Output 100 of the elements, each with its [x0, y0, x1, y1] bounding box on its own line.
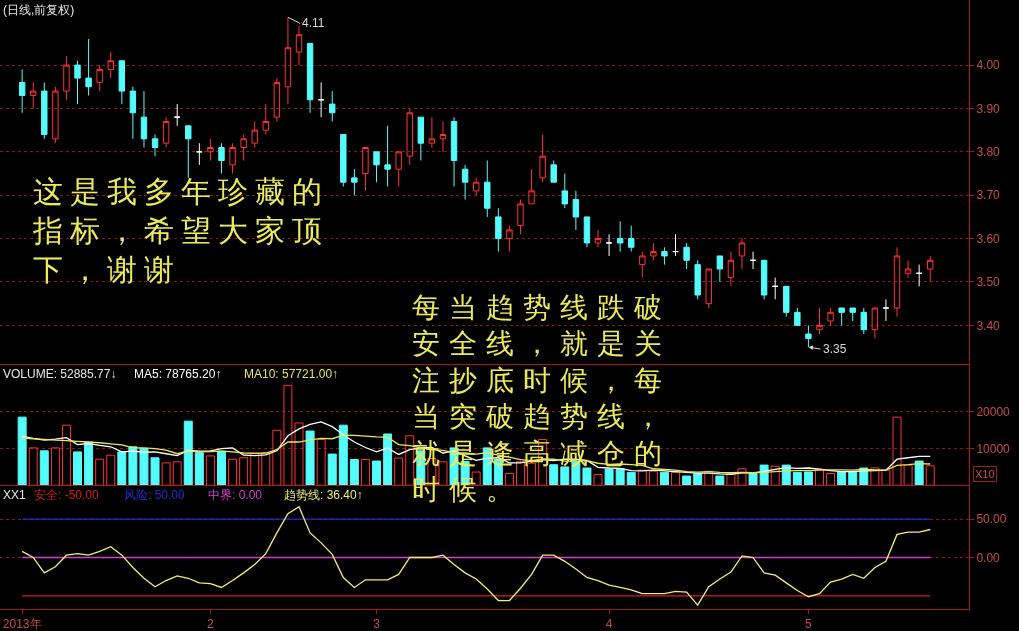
candlestick [229, 142, 236, 175]
candlestick [760, 259, 768, 300]
candlestick [129, 86, 137, 140]
text: MA10: 57721.00↑ [244, 367, 339, 381]
candlestick [727, 251, 735, 287]
bar [172, 461, 182, 486]
candlestick [550, 160, 557, 183]
y-tick-label: 20000 [976, 405, 1011, 420]
candlestick [572, 190, 580, 231]
candlestick [85, 38, 92, 96]
candlestick [860, 307, 868, 335]
candlestick [927, 255, 934, 283]
candlestick [616, 220, 624, 253]
candlestick [805, 324, 812, 348]
bar [504, 473, 514, 486]
x-tick-label: 3 [373, 617, 381, 631]
candlestick [528, 168, 535, 205]
bar [615, 468, 625, 486]
bar [360, 459, 370, 486]
candlestick [484, 160, 491, 218]
bar [183, 420, 193, 486]
y-tick-label: 50.00 [976, 512, 1007, 527]
bar [803, 471, 813, 486]
candlestick [340, 133, 347, 188]
bar [305, 430, 315, 486]
bar [815, 468, 824, 486]
candlestick [362, 147, 369, 192]
bar [826, 473, 836, 486]
candlestick [904, 259, 912, 279]
candlestick [827, 307, 834, 326]
candlestick [351, 168, 358, 196]
bar [39, 450, 49, 486]
bar [239, 457, 249, 486]
bar [217, 450, 226, 486]
candlestick [41, 81, 48, 140]
candlestick [162, 116, 170, 148]
bar [394, 457, 404, 486]
x-tick-label: 4 [605, 617, 613, 631]
candlestick [816, 307, 823, 335]
y-tick-label: 10000 [976, 441, 1011, 456]
candlestick [96, 64, 103, 92]
candlestick [417, 116, 425, 162]
candlestick [185, 125, 192, 179]
chart-title: VOLUME: 52885.77↓ [3, 367, 117, 381]
candlestick [173, 103, 181, 127]
candlestick [118, 60, 126, 105]
candlestick [517, 199, 524, 235]
y-tick-label: 3.50 [976, 275, 1001, 290]
bar [648, 470, 658, 486]
y-tick-label: 4.00 [976, 58, 1001, 73]
candlestick [384, 125, 391, 188]
bar [194, 452, 204, 486]
bar [73, 451, 83, 486]
bar [659, 471, 669, 486]
candlestick [151, 133, 159, 157]
candlestick [838, 307, 845, 326]
bar [261, 452, 271, 486]
bar [626, 471, 636, 486]
x-tick-label: 5 [805, 617, 813, 631]
bar [837, 471, 847, 486]
y-tick-label: 0.00 [976, 550, 1001, 565]
bar [682, 475, 692, 486]
bar [272, 429, 282, 486]
candlestick [628, 225, 635, 253]
bar [560, 466, 570, 486]
candlestick [63, 55, 70, 101]
candlestick [683, 242, 690, 270]
bar [316, 438, 326, 486]
bar [848, 471, 858, 486]
y-tick-label: 3.60 [976, 231, 1001, 246]
candlestick [306, 42, 314, 114]
bar [383, 433, 393, 486]
text: X10 [975, 468, 995, 480]
candlestick [495, 207, 502, 253]
bar [770, 465, 780, 486]
candlestick [539, 133, 546, 183]
candlestick [783, 285, 790, 318]
x-tick-label: 2 [207, 617, 215, 631]
candlestick [794, 307, 801, 326]
series-label: 风险: 50.00 [124, 488, 186, 502]
chart-title: (日线,前复权) [3, 3, 75, 17]
candlestick [871, 307, 879, 339]
bar [117, 451, 127, 486]
text: 中界: 0.00 [208, 488, 263, 502]
bar [715, 475, 725, 486]
text: MA5: 78765.20↑ [134, 367, 222, 381]
bar [693, 473, 703, 486]
bar [84, 441, 94, 486]
bar [95, 458, 105, 486]
bar [604, 468, 614, 486]
candlestick [639, 251, 646, 279]
bar [28, 447, 38, 486]
bar [338, 424, 348, 486]
chart-title: XX1 [3, 488, 27, 502]
x-tick-label: 2013年 [2, 617, 42, 631]
candlestick [705, 268, 712, 309]
candlestick [406, 107, 413, 166]
candlestick [661, 246, 668, 266]
bar [106, 454, 116, 486]
candlestick [251, 120, 258, 148]
